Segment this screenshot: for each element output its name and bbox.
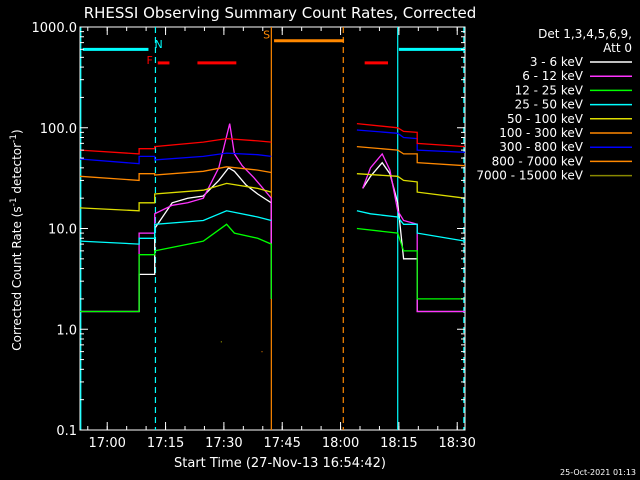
legend-entry-label: 25 - 50 keV (515, 98, 584, 112)
x-tick-label: 18:15 (380, 436, 417, 451)
flag-label: S (263, 28, 270, 41)
series-line-red (79, 137, 272, 155)
x-tick-label: 17:30 (205, 436, 242, 451)
observing-flags: NF S (82, 28, 465, 67)
x-tick-label: 17:00 (88, 436, 125, 451)
series-line-0 (80, 166, 272, 313)
x-axis-label: Start Time (27-Nov-13 16:54:42) (174, 456, 386, 471)
series-line-4 (79, 182, 272, 212)
y-axis-label-end: ) (10, 129, 24, 134)
flag-label: F (146, 54, 152, 67)
series-line-5 (79, 166, 272, 182)
series-line-2 (356, 227, 465, 300)
legend-entry-label: 7000 - 15000 keV (476, 169, 583, 183)
legend-entry-label: 12 - 25 keV (515, 83, 584, 97)
y-axis-label-main: Corrected Count Rate (s (10, 206, 24, 350)
series-line-3 (79, 210, 272, 245)
x-tick-label: 18:00 (322, 436, 359, 451)
series-layer (79, 122, 466, 353)
y-tick-label: 1000.0 (32, 21, 78, 36)
legend-entry-label: 6 - 12 keV (522, 69, 584, 83)
y-tick-label: 10.0 (48, 223, 77, 238)
series-line-1 (80, 123, 272, 313)
legend-entry-label: 3 - 6 keV (530, 55, 584, 69)
y-axis-label-sup2: -1 (9, 134, 19, 143)
legend-header-attenuator: Att 0 (603, 41, 632, 55)
series-line-5 (356, 145, 466, 167)
legend-header-detectors: Det 1,3,4,5,6,9, (538, 27, 632, 41)
x-tick-label: 17:15 (147, 436, 184, 451)
chart-title: RHESSI Observing Summary Count Rates, Co… (84, 4, 477, 22)
flag-label: N (154, 38, 162, 51)
series-line-red (356, 122, 466, 148)
y-tick-label: 100.0 (40, 122, 77, 137)
series-line-2 (80, 223, 272, 313)
x-tick-label: 17:45 (263, 436, 300, 451)
legend-entry-label: 100 - 300 keV (499, 126, 583, 140)
y-axis-label-mid: detector (10, 143, 24, 198)
legend-entry-label: 50 - 100 keV (507, 112, 584, 126)
series-line-6 (79, 152, 272, 165)
series-line-4 (356, 173, 466, 199)
y-axis-label-sup1: -1 (9, 197, 19, 206)
y-tick-label: 0.1 (56, 424, 77, 439)
series-line-3 (356, 210, 466, 242)
y-tick-label: 1.0 (56, 323, 77, 338)
series-line-6 (356, 129, 466, 153)
legend-entry-label: 800 - 7000 keV (492, 154, 584, 168)
y-axis-label: Corrected Count Rate (s-1 detector-1) (9, 129, 24, 350)
footer-timestamp: 25-Oct-2021 01:13 (560, 468, 636, 477)
x-tick-label: 18:30 (438, 436, 475, 451)
axis-ticks: 0.1 1.0 10.0 100.0 1000.0 17:00 17:15 17:30 17:4… (32, 21, 476, 451)
legend-entry-label: 300 - 800 keV (499, 140, 583, 154)
